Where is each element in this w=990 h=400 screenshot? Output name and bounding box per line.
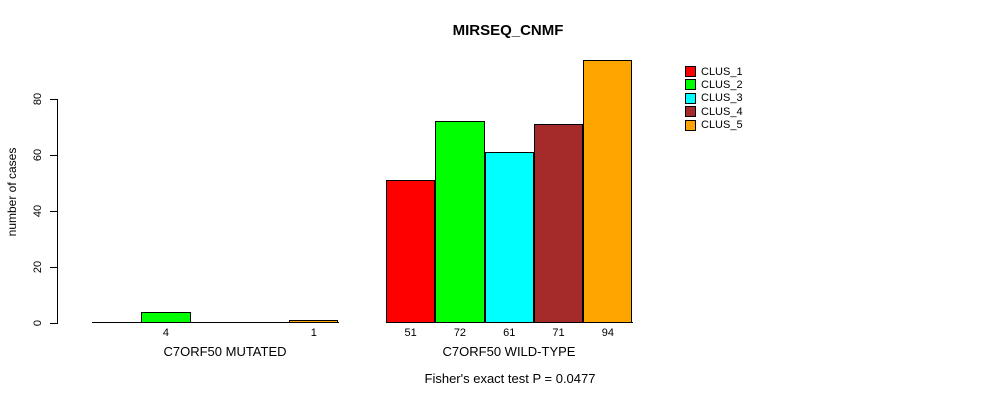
legend-swatch-clus-1 bbox=[685, 66, 696, 77]
bar-clus-4 bbox=[533, 124, 584, 323]
bar-clus-5 bbox=[289, 320, 339, 323]
fisher-test-annotation: Fisher's exact test P = 0.0477 bbox=[424, 371, 596, 386]
legend-swatch-clus-3 bbox=[685, 92, 696, 104]
legend-swatch-clus-5 bbox=[685, 119, 696, 131]
y-axis-tick bbox=[50, 322, 57, 324]
group-baseline bbox=[92, 322, 339, 323]
bar-value-label: 4 bbox=[162, 327, 169, 339]
bar-value-label: 61 bbox=[503, 327, 516, 339]
bar-clus-2 bbox=[141, 311, 191, 323]
y-axis-tick bbox=[50, 210, 57, 212]
y-axis-tick-label: 40 bbox=[32, 204, 44, 218]
bar-value-label: 94 bbox=[601, 327, 614, 339]
y-axis-tick-label: 0 bbox=[32, 319, 44, 327]
y-axis-tick bbox=[50, 266, 57, 268]
bar-clus-2 bbox=[435, 121, 485, 323]
legend-label: CLUS_1 bbox=[701, 65, 743, 78]
y-axis-tick bbox=[50, 154, 57, 156]
y-axis-tick bbox=[50, 98, 57, 100]
bar-value-label: 51 bbox=[404, 327, 417, 339]
group-label: C7ORF50 WILD-TYPE bbox=[442, 344, 576, 359]
y-axis-line bbox=[57, 99, 58, 324]
bar-value-label: 72 bbox=[453, 327, 467, 339]
y-axis-tick-label: 80 bbox=[32, 92, 44, 106]
chart-title: MIRSEQ_CNMF bbox=[452, 22, 564, 39]
legend-label: CLUS_2 bbox=[701, 78, 743, 91]
legend-label: CLUS_5 bbox=[701, 119, 743, 132]
legend-label: CLUS_4 bbox=[701, 105, 743, 118]
bar-value-label: 1 bbox=[310, 327, 317, 339]
y-axis-tick-label: 60 bbox=[32, 148, 44, 162]
legend-label: CLUS_3 bbox=[701, 92, 743, 105]
group-label: C7ORF50 MUTATED bbox=[163, 344, 287, 359]
bar-clus-5 bbox=[583, 59, 633, 323]
legend-swatch-clus-4 bbox=[685, 106, 696, 118]
bar-value-label: 71 bbox=[552, 327, 565, 339]
bar-clus-1 bbox=[386, 180, 436, 323]
y-axis-label: number of cases bbox=[5, 147, 19, 237]
y-axis-tick-label: 20 bbox=[32, 260, 44, 274]
bar-clus-3 bbox=[484, 152, 534, 323]
legend-swatch-clus-2 bbox=[685, 79, 696, 91]
